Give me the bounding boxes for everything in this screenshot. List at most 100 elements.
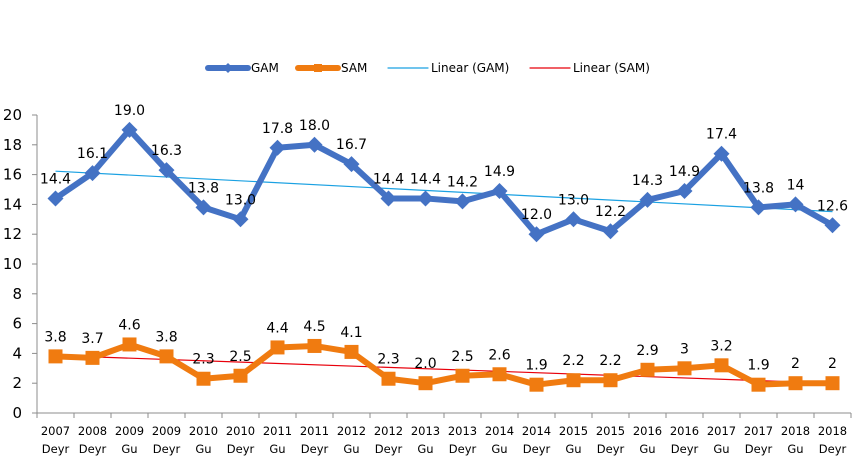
data-label-gam: 16.1	[77, 146, 108, 162]
x-tick-label-year: 2007	[41, 424, 70, 438]
data-point-sam	[788, 376, 803, 391]
data-point-sam	[825, 376, 840, 391]
data-point-gam	[787, 196, 804, 213]
x-tick-label-season: Deyr	[449, 442, 477, 456]
data-point-gam	[824, 217, 841, 234]
x-tick-label-season: Gu	[195, 442, 211, 456]
data-label-gam: 13.0	[558, 192, 589, 208]
data-point-sam	[85, 350, 100, 365]
data-label-sam: 1.9	[525, 358, 547, 374]
data-point-gam	[454, 193, 471, 210]
data-point-gam	[491, 182, 508, 199]
data-point-gam	[528, 226, 545, 243]
trendline-gam	[55, 170, 833, 213]
y-tick-label: 10	[3, 255, 22, 273]
series-line-sam	[55, 341, 833, 388]
legend-label: Linear (GAM)	[431, 61, 509, 75]
legend-label: GAM	[251, 61, 279, 75]
data-point-sam	[381, 371, 396, 386]
x-tick-label-season: Deyr	[671, 442, 699, 456]
data-label-gam: 16.7	[336, 137, 367, 153]
data-label-gam: 12.6	[817, 198, 848, 214]
x-tick-label-year: 2012	[337, 424, 366, 438]
data-label-gam: 14	[787, 177, 805, 193]
data-point-sam	[714, 358, 729, 373]
data-point-gam	[565, 211, 582, 228]
x-tick-label-season: Deyr	[745, 442, 773, 456]
data-label-sam: 4.4	[266, 320, 288, 336]
data-point-gam	[343, 156, 360, 173]
data-point-sam	[640, 362, 655, 377]
x-tick-label-season: Gu	[565, 442, 581, 456]
data-label-gam: 13.8	[743, 180, 774, 196]
data-point-gam	[306, 136, 323, 153]
data-point-gam	[121, 121, 138, 138]
data-label-gam: 12.2	[595, 204, 626, 220]
data-labels: 14.4 16.1 19.0 16.3 13.8 13.0 17.8 18.0 16.7 14.4…	[40, 103, 848, 374]
x-tick-label-year: 2015	[596, 424, 625, 438]
data-label-sam: 3.8	[44, 329, 66, 345]
data-label-sam: 3.2	[710, 338, 732, 354]
x-tick-label-year: 2011	[300, 424, 329, 438]
data-point-sam	[566, 373, 581, 388]
data-point-sam	[492, 367, 507, 382]
data-label-sam: 3.7	[81, 331, 103, 347]
y-tick-label: 16	[3, 166, 22, 184]
data-label-gam: 18.0	[299, 118, 330, 134]
x-tick-label-year: 2016	[633, 424, 662, 438]
y-tick-label: 18	[3, 136, 22, 154]
x-tick-label-season: Gu	[639, 442, 655, 456]
data-point-gam	[269, 139, 286, 156]
x-tick-label-season: Deyr	[301, 442, 329, 456]
data-point-gam	[158, 162, 175, 179]
series-line-gam	[53, 126, 834, 238]
data-point-sam	[196, 371, 211, 386]
x-tick-label-season: Deyr	[79, 442, 107, 456]
data-label-sam: 4.5	[303, 319, 325, 335]
axes: 0 2 4 6 8 10 12 14 16 18 20 2007 Deyr 2008 Deyr 2009 Gu 2…	[3, 106, 852, 456]
data-label-gam: 13.8	[188, 180, 219, 196]
data-point-sam	[48, 349, 63, 364]
trendlines	[55, 170, 833, 384]
x-tick-label-year: 2008	[78, 424, 107, 438]
x-tick-label-season: Deyr	[523, 442, 551, 456]
data-point-gam	[232, 211, 249, 228]
x-tick-label-season: Gu	[121, 442, 137, 456]
y-tick-label: 6	[12, 315, 22, 333]
legend-marker-diamond	[223, 63, 233, 73]
x-tick-label-season: Deyr	[597, 442, 625, 456]
x-tick-label-season: Gu	[713, 442, 729, 456]
data-label-sam: 2.3	[192, 352, 214, 368]
x-tick-label-season: Gu	[343, 442, 359, 456]
x-tick-label-season: Deyr	[153, 442, 181, 456]
data-label-sam: 2.2	[599, 353, 621, 369]
data-label-sam: 2.5	[229, 349, 251, 365]
data-label-gam: 14.4	[410, 171, 441, 187]
data-point-gam	[380, 190, 397, 207]
data-point-sam	[159, 349, 174, 364]
data-label-gam: 13.0	[225, 192, 256, 208]
data-point-sam	[603, 373, 618, 388]
data-point-sam	[233, 368, 248, 383]
x-tick-label-year: 2013	[411, 424, 440, 438]
trendline-sam	[55, 354, 833, 384]
x-tick-label-season: Deyr	[375, 442, 403, 456]
data-label-gam: 17.4	[706, 127, 737, 143]
x-tick-label-year: 2018	[818, 424, 847, 438]
data-point-sam	[344, 344, 359, 359]
x-tick-label-year: 2010	[189, 424, 218, 438]
data-point-gam	[195, 199, 212, 216]
data-label-gam: 14.2	[447, 174, 478, 190]
data-point-sam	[751, 377, 766, 392]
data-label-sam: 4.1	[340, 325, 362, 341]
x-tick-label-season: Deyr	[42, 442, 70, 456]
data-label-sam: 2	[791, 356, 800, 372]
data-label-sam: 2	[828, 356, 837, 372]
data-label-gam: 12.0	[521, 207, 552, 223]
data-label-gam: 14.9	[669, 164, 700, 180]
data-point-sam	[677, 361, 692, 376]
data-label-sam: 2.3	[377, 352, 399, 368]
x-tick-label-year: 2018	[781, 424, 810, 438]
data-point-gam	[639, 191, 656, 208]
